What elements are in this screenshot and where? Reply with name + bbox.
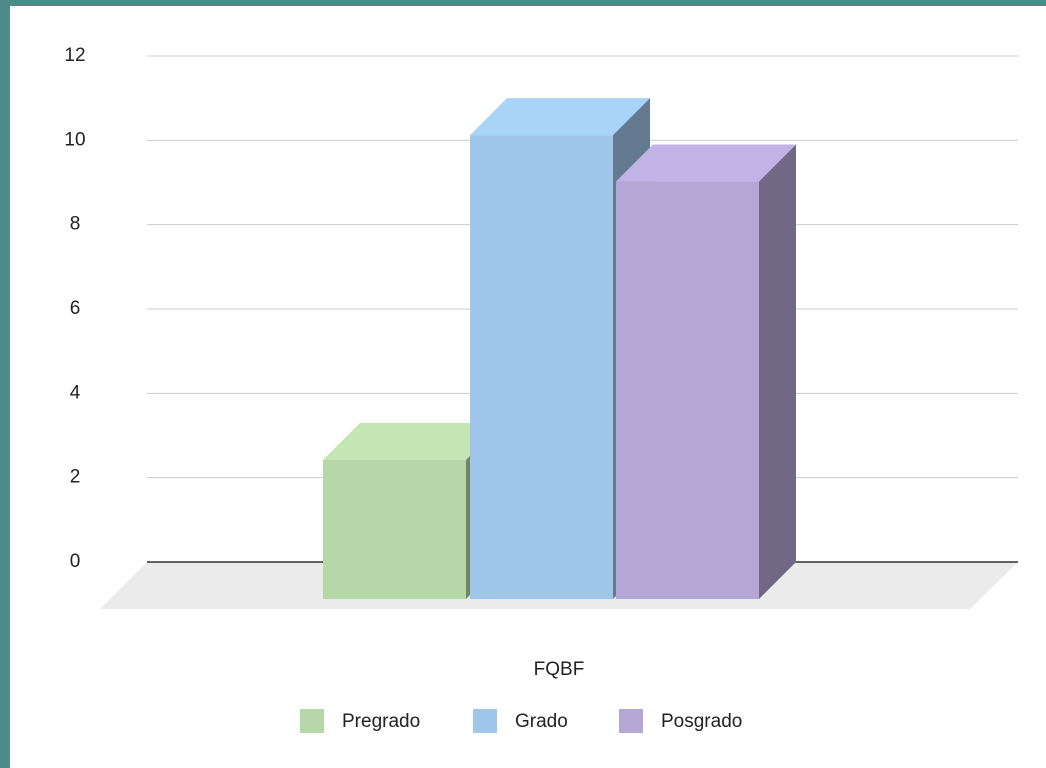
y-tick-label: 0 (70, 551, 81, 572)
bar-front (616, 181, 759, 600)
bar-front (470, 135, 613, 599)
legend-label: Grado (515, 711, 568, 732)
category-label: FQBF (534, 659, 585, 680)
legend-label: Posgrado (661, 711, 742, 732)
legend-swatch (300, 709, 324, 733)
y-tick-label: 4 (70, 382, 81, 403)
bar-top (616, 144, 796, 182)
y-tick-label: 6 (70, 298, 81, 319)
y-tick-label: 2 (70, 467, 81, 488)
y-tick-label: 8 (70, 214, 81, 235)
y-tick-label: 12 (64, 45, 85, 66)
legend-swatch (473, 709, 497, 733)
legend-label: Pregrado (342, 711, 420, 732)
bar-top (470, 98, 650, 136)
bar-side (759, 144, 796, 600)
y-tick-label: 10 (64, 129, 85, 150)
bar-top (323, 422, 503, 460)
bar (616, 144, 796, 600)
legend-swatch (619, 709, 643, 733)
bar-front (323, 459, 466, 599)
